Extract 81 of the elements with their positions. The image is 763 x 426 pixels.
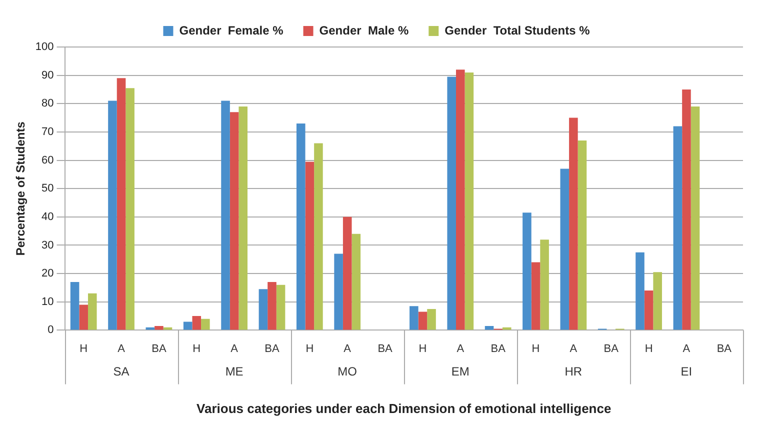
bar bbox=[447, 76, 456, 330]
x-tick-label: BA bbox=[716, 342, 732, 355]
x-tick-label: BA bbox=[378, 342, 394, 355]
y-tick-label: 20 bbox=[42, 268, 54, 280]
legend-label: Gender Total Students % bbox=[444, 23, 590, 38]
bar bbox=[314, 143, 323, 330]
bar bbox=[418, 312, 428, 330]
text: EM bbox=[451, 364, 470, 379]
x-tick-label: A bbox=[344, 342, 352, 355]
bar bbox=[296, 123, 306, 330]
x-axis-title: Various categories under each Dimension of emotional intelligence bbox=[196, 400, 612, 416]
bar bbox=[79, 304, 88, 330]
bar bbox=[682, 89, 691, 330]
bar bbox=[578, 140, 587, 330]
x-tick-label: A bbox=[570, 342, 578, 355]
x-tick-label: BA bbox=[152, 342, 167, 355]
bar bbox=[352, 234, 361, 330]
bar bbox=[221, 100, 230, 330]
bar bbox=[464, 72, 474, 330]
bar bbox=[238, 106, 248, 330]
text: SA bbox=[113, 364, 130, 379]
bar bbox=[305, 162, 314, 330]
bar bbox=[70, 282, 80, 330]
x-tick-label: H bbox=[306, 342, 314, 355]
bar bbox=[653, 272, 662, 330]
bar bbox=[334, 254, 343, 330]
bar bbox=[569, 118, 578, 330]
x-tick-label: A bbox=[230, 342, 239, 355]
bar bbox=[116, 78, 126, 330]
bar bbox=[673, 126, 682, 330]
legend-label: Gender Female % bbox=[179, 23, 284, 38]
bar bbox=[531, 262, 540, 330]
bar bbox=[410, 306, 418, 330]
x-tick-label: A bbox=[118, 342, 126, 355]
bar bbox=[690, 106, 700, 330]
y-tick-label: 60 bbox=[42, 154, 54, 166]
legend-label: Gender Male % bbox=[319, 23, 409, 38]
y-tick-label: 50 bbox=[42, 182, 54, 195]
bar bbox=[540, 240, 549, 330]
x-tick-label: H bbox=[192, 342, 201, 355]
text: EI bbox=[680, 364, 692, 379]
bar bbox=[154, 326, 164, 330]
bar bbox=[230, 112, 239, 330]
bar bbox=[636, 252, 644, 330]
bar bbox=[276, 284, 286, 330]
bar bbox=[342, 216, 352, 330]
bar bbox=[258, 289, 268, 330]
y-tick-label: 10 bbox=[42, 296, 54, 308]
x-tick-label: H bbox=[80, 342, 88, 355]
x-tick-label: A bbox=[456, 342, 465, 355]
bar bbox=[192, 316, 202, 330]
text: MO bbox=[338, 364, 358, 379]
y-axis-title: Percentage of Students bbox=[14, 121, 28, 256]
x-tick-label: BA bbox=[604, 342, 620, 355]
y-tick-label: 40 bbox=[42, 210, 54, 223]
x-tick-label: BA bbox=[490, 342, 506, 355]
y-tick-label: 100 bbox=[35, 41, 54, 54]
y-tick-label: 70 bbox=[42, 126, 54, 138]
bar bbox=[644, 290, 654, 330]
y-tick-label: 0 bbox=[48, 324, 54, 336]
bar bbox=[108, 100, 117, 330]
bar bbox=[126, 88, 134, 330]
bar bbox=[522, 212, 532, 330]
y-tick-label: 30 bbox=[42, 239, 54, 252]
bar bbox=[268, 282, 276, 330]
x-tick-label: A bbox=[682, 342, 691, 355]
x-tick-label: H bbox=[644, 342, 653, 355]
bar bbox=[88, 293, 97, 330]
x-tick-label: BA bbox=[264, 342, 280, 355]
x-tick-label: H bbox=[418, 342, 427, 355]
bar bbox=[484, 326, 494, 330]
text: ME bbox=[225, 364, 244, 379]
bar bbox=[201, 318, 210, 330]
bar bbox=[456, 70, 465, 330]
bar bbox=[183, 322, 192, 330]
bar bbox=[560, 168, 570, 330]
y-tick-label: 80 bbox=[42, 98, 54, 110]
bar bbox=[427, 308, 436, 330]
text: HR bbox=[564, 364, 582, 379]
y-tick-label: 90 bbox=[42, 69, 54, 82]
x-tick-label: H bbox=[532, 342, 540, 355]
